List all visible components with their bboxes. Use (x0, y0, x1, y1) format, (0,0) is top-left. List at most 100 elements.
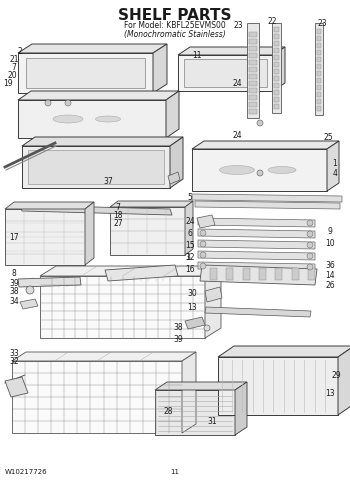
Polygon shape (192, 194, 342, 202)
Text: 39: 39 (173, 336, 183, 344)
Bar (274, 62, 279, 67)
Text: 22: 22 (267, 17, 277, 27)
Bar (317, 92, 321, 97)
Polygon shape (155, 382, 247, 390)
Polygon shape (315, 23, 323, 115)
Text: 1: 1 (332, 158, 337, 168)
Polygon shape (205, 307, 311, 317)
Polygon shape (12, 352, 196, 361)
Text: 29: 29 (331, 370, 341, 380)
Text: 16: 16 (185, 266, 195, 274)
Bar (317, 78, 321, 83)
Polygon shape (272, 23, 281, 113)
Text: 19: 19 (3, 79, 13, 87)
Bar (292, 268, 299, 280)
Bar (249, 109, 257, 114)
Text: 13: 13 (187, 303, 197, 313)
Polygon shape (235, 382, 247, 435)
Bar (275, 268, 282, 280)
Polygon shape (198, 218, 315, 227)
Text: W10217726: W10217726 (5, 469, 48, 475)
Text: SHELF PARTS: SHELF PARTS (118, 8, 232, 23)
Polygon shape (170, 137, 183, 188)
Text: 15: 15 (185, 242, 195, 251)
Circle shape (200, 219, 206, 225)
Polygon shape (195, 201, 340, 209)
Bar (249, 74, 257, 79)
Polygon shape (192, 149, 327, 191)
Polygon shape (168, 172, 180, 184)
Bar (317, 57, 321, 62)
Circle shape (204, 325, 210, 331)
Circle shape (307, 231, 313, 237)
Text: 14: 14 (325, 270, 335, 280)
Text: 37: 37 (103, 177, 113, 186)
Text: 18: 18 (113, 212, 123, 221)
Bar (249, 32, 257, 37)
Text: 8: 8 (12, 269, 16, 278)
Bar (249, 39, 257, 44)
Text: 24: 24 (185, 217, 195, 227)
Polygon shape (26, 58, 145, 88)
Polygon shape (18, 100, 166, 138)
Text: (Monochromatic Stainless): (Monochromatic Stainless) (124, 29, 226, 39)
Polygon shape (110, 201, 193, 207)
Polygon shape (327, 141, 339, 191)
Bar (210, 268, 217, 280)
Text: 23: 23 (317, 18, 327, 28)
Text: 27: 27 (113, 219, 123, 228)
Bar (274, 48, 279, 53)
Bar (274, 104, 279, 109)
Bar (317, 36, 321, 41)
Text: 34: 34 (9, 297, 19, 306)
Text: 39: 39 (9, 279, 19, 287)
Text: 24: 24 (232, 79, 242, 87)
Polygon shape (18, 44, 167, 53)
Bar (249, 60, 257, 65)
Bar (243, 268, 250, 280)
Bar (308, 268, 315, 280)
Text: 11: 11 (192, 51, 202, 59)
Circle shape (257, 170, 263, 176)
Polygon shape (247, 23, 259, 118)
Bar (317, 85, 321, 90)
Text: For Model: KBFL25EVMS00: For Model: KBFL25EVMS00 (124, 22, 226, 30)
Polygon shape (155, 390, 235, 435)
Text: 30: 30 (187, 288, 197, 298)
Polygon shape (40, 276, 205, 338)
Polygon shape (153, 44, 167, 93)
Text: 7: 7 (12, 62, 16, 71)
Bar (249, 67, 257, 72)
Polygon shape (85, 202, 94, 265)
Circle shape (200, 241, 206, 247)
Bar (274, 83, 279, 88)
Polygon shape (205, 287, 222, 302)
Polygon shape (18, 53, 153, 93)
Text: 21: 21 (9, 55, 19, 63)
Circle shape (26, 286, 34, 294)
Text: 17: 17 (9, 232, 19, 242)
Polygon shape (178, 47, 285, 55)
Bar (274, 34, 279, 39)
Circle shape (307, 242, 313, 248)
Polygon shape (5, 209, 85, 265)
Text: 6: 6 (188, 229, 193, 239)
Text: 33: 33 (9, 349, 19, 357)
Polygon shape (20, 205, 172, 215)
Bar (226, 268, 233, 280)
Ellipse shape (268, 167, 296, 173)
Polygon shape (22, 137, 183, 146)
Bar (317, 50, 321, 55)
Text: 7: 7 (116, 203, 120, 213)
Polygon shape (200, 265, 317, 285)
Polygon shape (198, 251, 315, 260)
Bar (274, 76, 279, 81)
Polygon shape (273, 47, 285, 91)
Bar (317, 43, 321, 48)
Text: 31: 31 (207, 416, 217, 426)
Text: 25: 25 (323, 132, 333, 142)
Bar (249, 102, 257, 107)
Text: 28: 28 (163, 407, 173, 415)
Polygon shape (5, 202, 94, 209)
Ellipse shape (96, 116, 120, 122)
